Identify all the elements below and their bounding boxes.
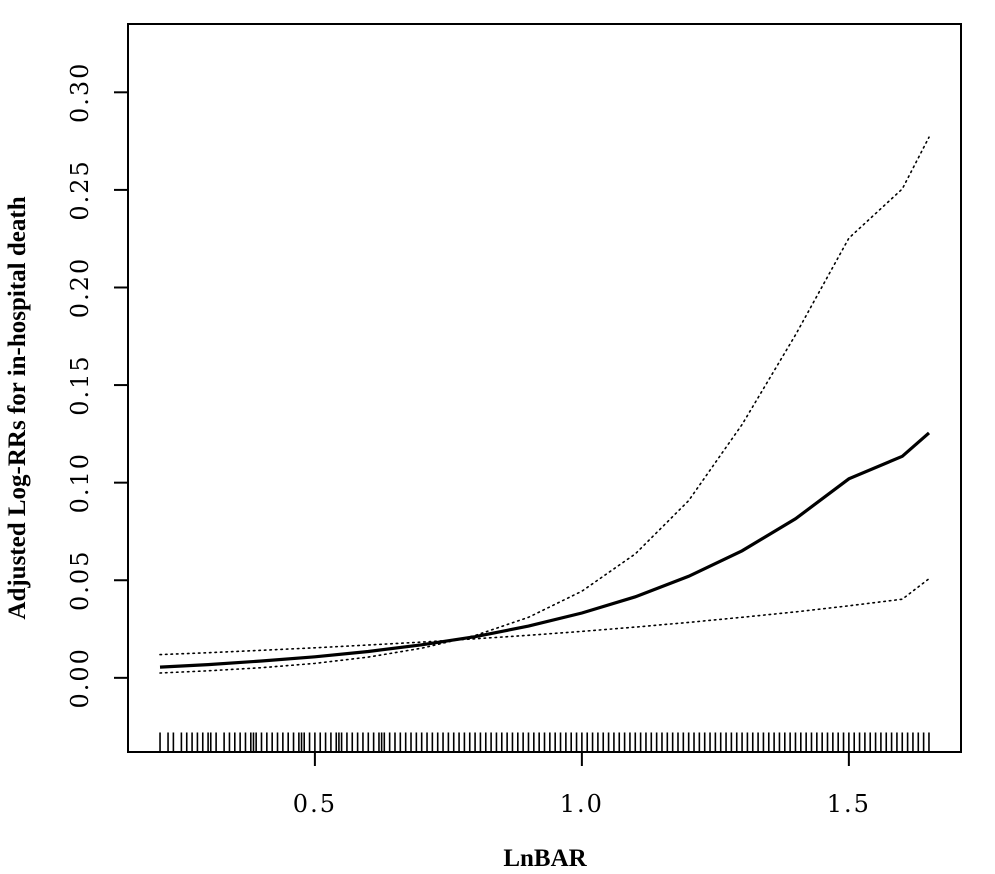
y-tick-label: 0.30 (66, 62, 94, 123)
lower-ci-line (159, 577, 930, 656)
y-tick-label: 0.05 (66, 550, 94, 611)
y-axis: 0.00 0.05 0.10 0.15 0.20 0.25 0.30 (66, 62, 128, 709)
x-axis: 0.5 1.0 1.5 (293, 752, 871, 818)
estimate-line (159, 431, 931, 669)
x-tick-label: 1.5 (827, 790, 871, 818)
x-tick-label: 0.5 (293, 790, 337, 818)
y-tick-label: 0.15 (66, 354, 94, 415)
x-axis-label: LnBAR (503, 845, 587, 872)
plot-frame (127, 23, 962, 753)
series-layer (159, 136, 931, 674)
x-tick-label: 1.0 (560, 790, 604, 818)
y-tick-label: 0.25 (66, 159, 94, 220)
y-tick-label: 0.10 (66, 452, 94, 513)
y-axis-label: Adjusted Log-RRs for in-hospital death (4, 196, 31, 619)
upper-ci-line (159, 136, 930, 674)
y-tick-label: 0.00 (66, 647, 94, 708)
rug-marks (159, 732, 930, 752)
y-tick-label: 0.20 (66, 257, 94, 318)
